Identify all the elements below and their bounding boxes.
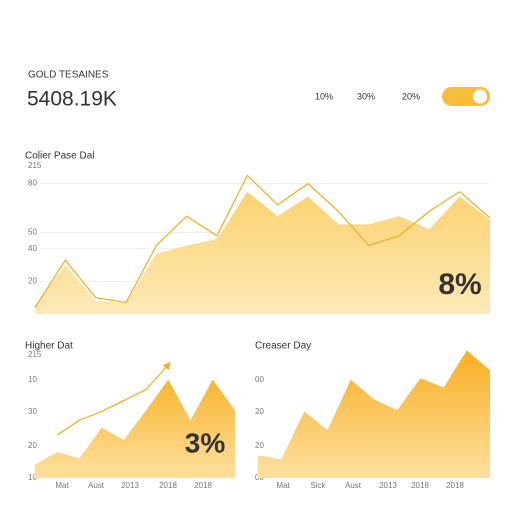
line — [34, 174, 491, 308]
option[interactable]: 10% — [315, 91, 333, 101]
y-tick-label: 20 — [255, 407, 264, 416]
toggle-knob — [473, 89, 487, 104]
header-value: 5408.19K — [27, 88, 117, 111]
x-tick-label: 2018 — [194, 481, 212, 490]
area — [35, 191, 490, 314]
y-axis-label: 215 — [28, 161, 42, 170]
y-tick-label: 00 — [255, 375, 264, 384]
x-tick-label: Aust — [345, 481, 362, 490]
area — [258, 350, 490, 478]
chart-title: Higher Dat — [25, 341, 73, 352]
line — [56, 361, 171, 436]
chart-title: Colier Pase Dal — [25, 151, 94, 162]
x-tick-label: 2018 — [411, 481, 429, 490]
chart-title: Creaser Day — [255, 341, 311, 352]
y-tick-label: 30 — [28, 407, 37, 416]
x-tick-label: Mat — [276, 481, 290, 490]
x-tick-label: 2013 — [121, 481, 139, 490]
x-tick-label: Sick — [310, 481, 326, 490]
option[interactable]: 30% — [357, 91, 375, 101]
area — [35, 379, 235, 478]
x-tick-label: Aust — [88, 481, 105, 490]
y-axis-label: 215 — [28, 350, 42, 359]
option[interactable]: 20% — [402, 91, 420, 101]
x-tick-label: 2018 — [159, 481, 177, 490]
y-tick-label: 40 — [28, 244, 37, 253]
annotation: 8% — [438, 268, 481, 301]
y-tick-label: 20 — [28, 277, 37, 286]
x-tick-label: Mat — [55, 481, 69, 490]
y-tick-label: 80 — [28, 179, 37, 188]
header-title: GOLD TESAINES — [28, 70, 109, 81]
y-tick-label: 10 — [28, 473, 37, 482]
y-tick-label: 20 — [255, 441, 264, 450]
x-tick-label: 2013 — [379, 481, 397, 490]
y-tick-label: 50 — [28, 228, 37, 237]
annotation: 3% — [185, 427, 226, 458]
y-tick-label: 10 — [28, 375, 37, 384]
x-tick-label: 2018 — [446, 481, 464, 490]
y-tick-label: 20 — [28, 441, 37, 450]
